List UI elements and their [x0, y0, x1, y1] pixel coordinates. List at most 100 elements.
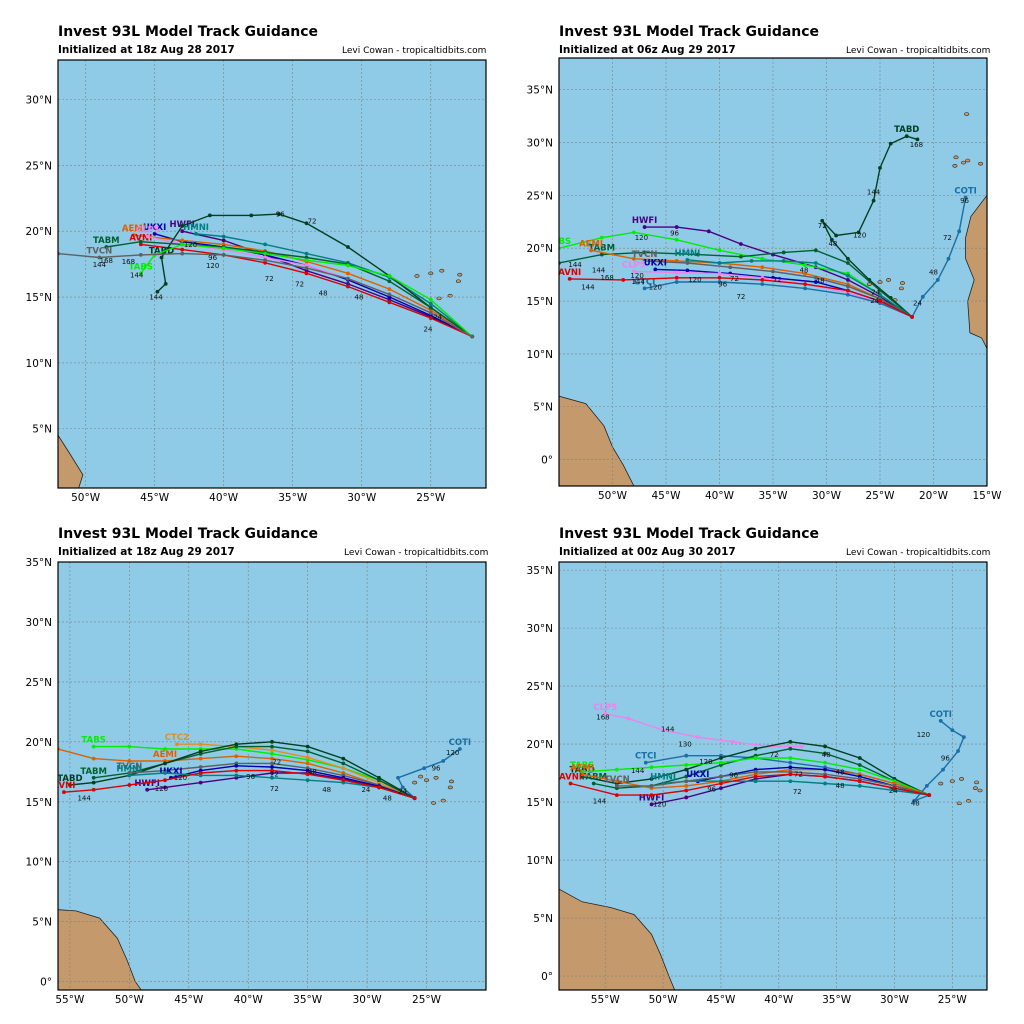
panel-credit: Levi Cowan - tropicaltidbits.com — [344, 548, 489, 558]
track-name-label: TABM — [580, 773, 607, 783]
track-point — [924, 783, 929, 788]
island — [412, 780, 418, 785]
latitude-label: 0° — [541, 971, 553, 983]
latitude-label: 5°N — [32, 424, 52, 436]
latitude-label: 20°N — [527, 243, 553, 255]
track-point — [643, 760, 648, 765]
track-point — [753, 756, 758, 760]
track-point — [728, 265, 733, 270]
forecast-hour-label: 96 — [941, 754, 950, 762]
island — [457, 272, 463, 277]
forecast-hour-label: 72 — [295, 281, 304, 289]
track-name-label: TVCN — [116, 762, 142, 772]
track-point — [910, 315, 914, 319]
track-name-label: CLP5 — [136, 225, 160, 235]
forecast-hour-label: 120 — [699, 758, 712, 766]
track-point — [270, 756, 274, 761]
island — [886, 278, 892, 282]
forecast-hour-label: 48 — [319, 290, 328, 298]
track-point — [428, 305, 433, 310]
track-point — [441, 759, 446, 763]
track-point — [846, 256, 850, 261]
longitude-label: 40°W — [764, 994, 794, 1006]
panel-credit: Levi Cowan - tropicaltidbits.com — [846, 548, 991, 558]
track-name-label: CTCI — [634, 277, 655, 287]
track-point — [67, 783, 72, 787]
track-point — [649, 765, 654, 770]
track-point — [341, 778, 346, 783]
latitude-label: 35°N — [527, 85, 553, 97]
track-point — [642, 286, 647, 291]
track-point — [127, 744, 132, 749]
track-point — [892, 786, 897, 791]
track-point — [174, 742, 179, 747]
track-point — [91, 744, 96, 749]
track-point — [591, 781, 596, 786]
track-name-label: TABM — [588, 244, 615, 254]
longitude-label: 40°W — [234, 994, 264, 1006]
track-point — [803, 286, 807, 291]
latitude-label: 5°N — [533, 402, 553, 414]
latitude-label: 15°N — [26, 292, 52, 304]
track-line-hwfi — [182, 230, 473, 338]
track-point — [846, 288, 850, 293]
island — [447, 785, 453, 790]
track-name-label: AVNI — [559, 773, 582, 783]
track-line-tabs — [93, 745, 416, 799]
track-point — [788, 760, 793, 765]
track-point — [387, 292, 392, 297]
track-point — [730, 739, 735, 744]
track-point — [674, 225, 679, 229]
longitude-label: 45°W — [140, 492, 170, 504]
track-point — [305, 778, 310, 783]
track-point — [684, 774, 689, 779]
track-point — [753, 770, 758, 774]
latitude-label: 10°N — [26, 857, 52, 869]
track-point — [263, 251, 267, 256]
track-point — [305, 749, 310, 754]
track-point — [941, 767, 945, 772]
track-point — [234, 763, 239, 768]
track-point — [270, 739, 274, 744]
track-point — [803, 271, 807, 276]
island — [439, 268, 445, 273]
track-point — [684, 783, 689, 788]
map-frame — [558, 561, 988, 991]
island — [965, 158, 971, 163]
latitude-label: 35°N — [26, 557, 52, 569]
island — [999, 156, 1003, 159]
track-name-label: AEMI — [153, 750, 177, 760]
latitude-label: 10°N — [527, 855, 553, 867]
track-point — [221, 238, 226, 243]
track-name-label: HMNI — [674, 249, 700, 259]
island — [938, 781, 944, 786]
track-point — [719, 786, 723, 791]
track-point — [642, 259, 647, 263]
track-name-label: HMNI — [650, 773, 676, 783]
track-point — [912, 799, 917, 803]
track-point — [749, 259, 754, 263]
track-name-label: TVCN — [87, 247, 113, 257]
track-point — [163, 771, 167, 775]
island — [978, 161, 984, 166]
island — [418, 774, 424, 779]
forecast-hour-label: 120 — [206, 262, 219, 270]
island — [952, 163, 958, 168]
track-point — [580, 772, 585, 777]
forecast-hour-label: 24 — [871, 289, 880, 297]
track-point — [387, 274, 392, 278]
track-point — [649, 802, 654, 807]
track-point — [221, 242, 226, 247]
track-point — [871, 198, 876, 203]
forecast-hour-label: 48 — [828, 240, 837, 248]
track-point — [305, 761, 310, 766]
track-point — [739, 242, 743, 246]
track-point — [820, 218, 825, 223]
track-name-label: COTI — [449, 738, 471, 748]
track-point — [599, 235, 604, 240]
forecast-hour-label: 120 — [917, 731, 930, 739]
track-point — [674, 280, 679, 284]
longitude-label: 50°W — [71, 492, 101, 504]
